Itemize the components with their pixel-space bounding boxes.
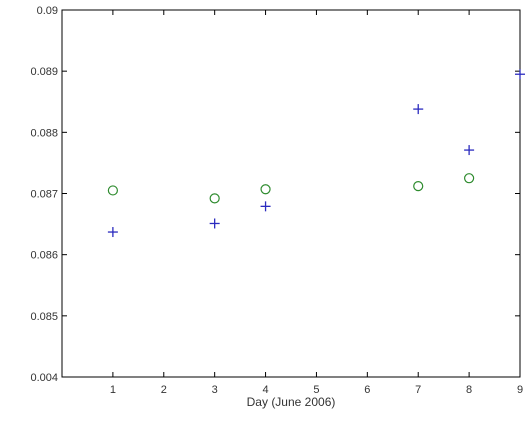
plus-marker-point xyxy=(515,69,525,80)
y-tick-label: 0.004 xyxy=(30,372,58,384)
plus-marker-point xyxy=(464,145,475,156)
circle-marker-point xyxy=(260,184,271,195)
x-tick-label: 2 xyxy=(161,384,167,396)
x-tick-label: 9 xyxy=(517,384,523,396)
x-tick-label: 8 xyxy=(466,384,472,396)
x-axis-label: Day (June 2006) xyxy=(247,395,336,409)
y-tick-label: 0.088 xyxy=(30,127,58,139)
x-tick-label: 5 xyxy=(313,384,319,396)
y-tick-label: 0.089 xyxy=(30,66,58,78)
data-points xyxy=(107,69,525,238)
circle-marker-point xyxy=(209,193,220,204)
x-tick-label: 7 xyxy=(415,384,421,396)
plus-marker-point xyxy=(413,104,424,115)
circle-marker-point xyxy=(464,173,475,184)
plot-area xyxy=(61,9,521,378)
x-tick-label: 3 xyxy=(212,384,218,396)
y-tick-label: 0.09 xyxy=(37,5,58,17)
y-tick-label: 0.086 xyxy=(30,250,58,262)
y-tick-label: 0.085 xyxy=(30,311,58,323)
plus-marker-point xyxy=(209,218,220,229)
plus-marker-point xyxy=(107,227,118,238)
x-tick-label: 4 xyxy=(262,384,268,396)
circle-marker-point xyxy=(413,181,424,192)
x-axis: 1 2 3 4 5 6 7 8 9 xyxy=(110,10,523,396)
plus-marker-point xyxy=(260,201,271,212)
circle-marker-point xyxy=(107,185,118,196)
x-tick-label: 1 xyxy=(110,384,116,396)
y-axis: 0.004 0.085 0.086 0.087 0.088 0.089 0.09 xyxy=(30,5,520,384)
y-tick-label: 0.087 xyxy=(30,189,58,201)
x-tick-label: 6 xyxy=(364,384,370,396)
